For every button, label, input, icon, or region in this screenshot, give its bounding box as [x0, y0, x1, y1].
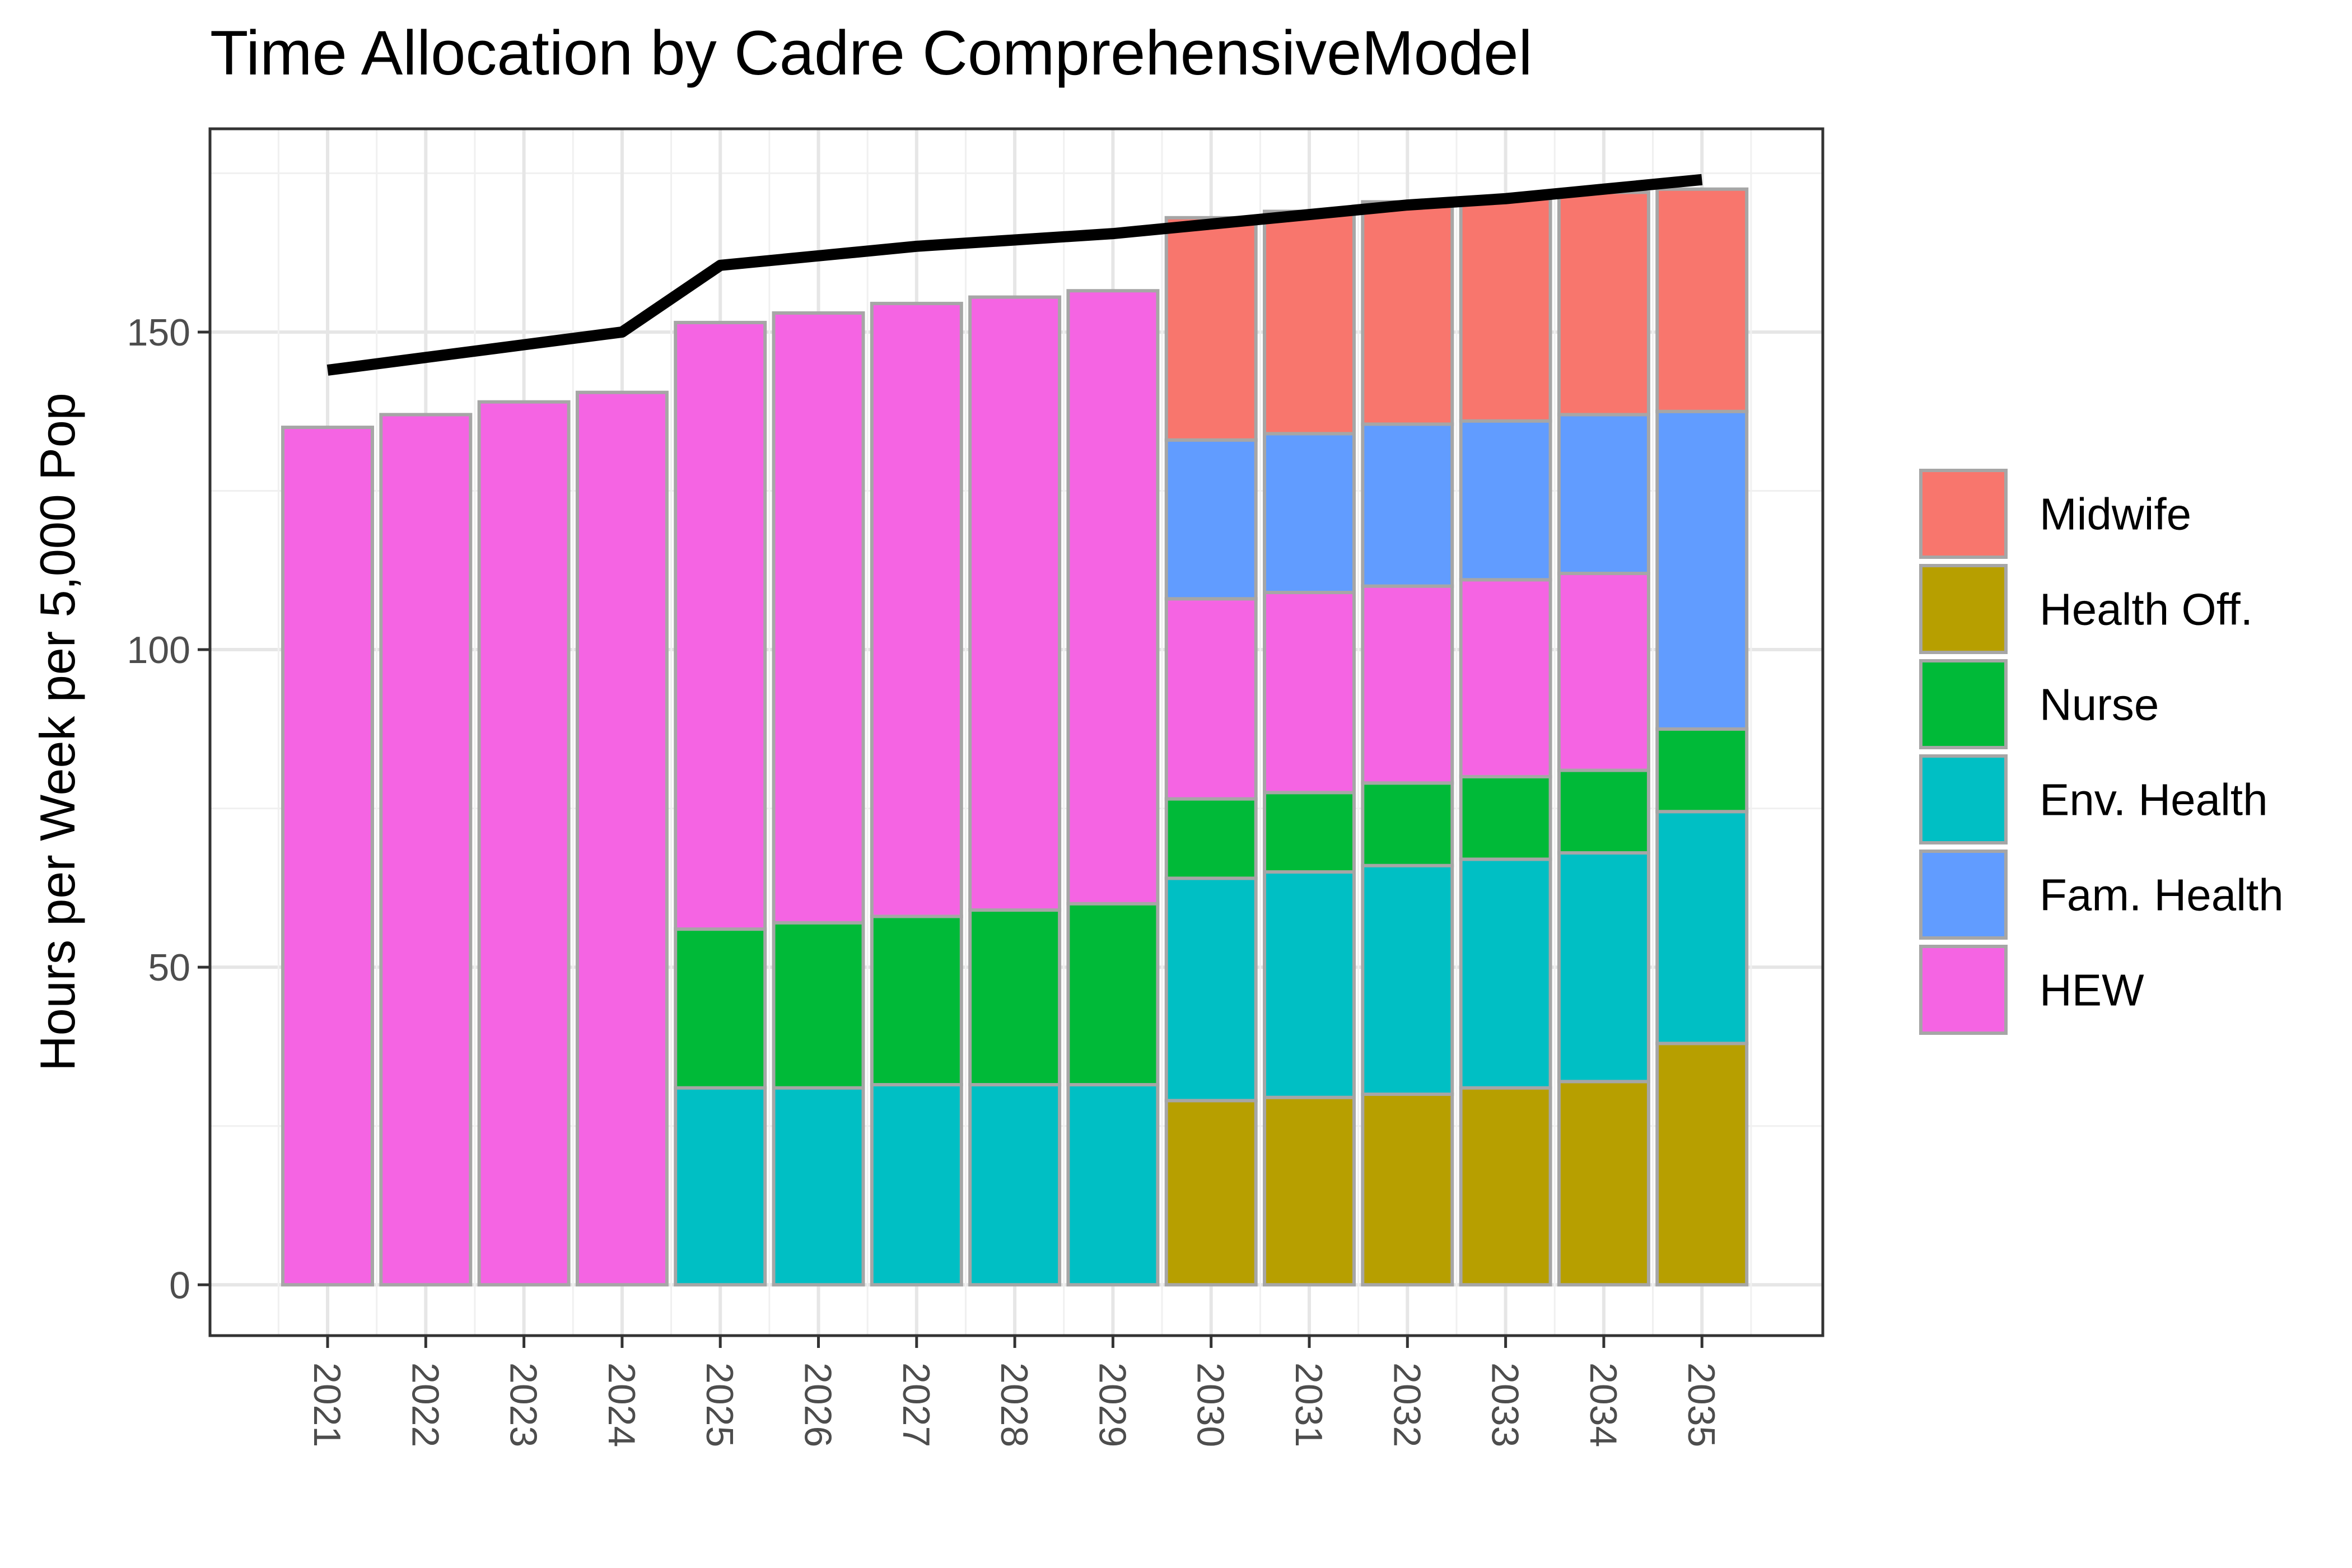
bar-segment-env-health-2026	[772, 1086, 865, 1287]
bar-segment-env-health-2032	[1361, 864, 1454, 1096]
bar-segment-fam-health-2031	[1263, 432, 1356, 594]
bar-segment-nurse-2032	[1361, 781, 1454, 867]
legend-key-nurse	[1919, 659, 2008, 749]
legend-label: Fam. Health	[2040, 870, 2284, 920]
bar-segment-env-health-2033	[1459, 857, 1552, 1090]
bar-segment-nurse-2030	[1164, 797, 1258, 880]
x-tick-label: 2027	[895, 1362, 937, 1447]
y-tick-label: 100	[127, 629, 190, 671]
bar-segment-midwife-2034	[1557, 190, 1650, 417]
x-axis: 2021 2022 2023 2024 2025 2026 2027 2028 2029 2030…	[306, 1336, 1723, 1447]
bar-segment-nurse-2031	[1263, 791, 1356, 874]
x-tick-label: 2029	[1091, 1362, 1133, 1447]
x-tick-label: 2031	[1287, 1362, 1330, 1447]
bar-segment-health-off-2030	[1164, 1099, 1258, 1287]
x-tick-label: 2023	[502, 1362, 545, 1447]
bar-segment-hew-2029	[1066, 289, 1160, 906]
x-tick-label: 2028	[993, 1362, 1035, 1447]
bar-segment-env-health-2030	[1164, 876, 1258, 1103]
bar-segment-nurse-2033	[1459, 774, 1552, 861]
bar-segment-hew-2027	[870, 301, 963, 918]
legend-key-midwife	[1919, 469, 2008, 559]
bar-segment-fam-health-2035	[1655, 409, 1749, 731]
bar-segment-hew-2033	[1459, 578, 1552, 778]
bar-segment-hew-2021	[281, 426, 374, 1287]
y-axis-label: Hours per Week per 5,000 Pop	[30, 393, 85, 1071]
x-tick-label: 2033	[1484, 1362, 1527, 1447]
bar-segment-nurse-2027	[870, 914, 963, 1086]
chart-title: Time Allocation by Cadre ComprehensiveMo…	[210, 18, 1532, 88]
bar-segment-hew-2031	[1263, 590, 1356, 795]
bar-segment-nurse-2029	[1066, 902, 1160, 1086]
x-tick-label: 2030	[1189, 1362, 1232, 1447]
x-tick-label: 2035	[1680, 1362, 1723, 1447]
bar-segment-health-off-2034	[1557, 1080, 1650, 1287]
bar-segment-hew-2023	[477, 400, 571, 1287]
bar-segment-health-off-2031	[1263, 1095, 1356, 1287]
bar-segment-env-health-2028	[968, 1082, 1062, 1287]
bar-segment-fam-health-2033	[1459, 419, 1552, 582]
y-tick-label: 0	[169, 1264, 190, 1306]
bar-segment-env-health-2035	[1655, 810, 1749, 1046]
bar-segment-midwife-2030	[1164, 216, 1258, 442]
x-tick-label: 2025	[698, 1362, 741, 1447]
legend-key-hew	[1919, 945, 2008, 1035]
bar-segment-env-health-2025	[674, 1086, 767, 1287]
bar-segment-env-health-2034	[1557, 851, 1650, 1084]
legend-key-env-health	[1919, 754, 2008, 844]
bar-segment-midwife-2033	[1459, 197, 1552, 423]
bar-segment-nurse-2034	[1557, 768, 1650, 855]
bar-segment-hew-2024	[575, 390, 669, 1287]
legend-label: Midwife	[2040, 489, 2191, 539]
y-axis: 0 50 100 150	[127, 311, 210, 1306]
bar-segment-env-health-2029	[1066, 1082, 1160, 1287]
total-line	[326, 174, 1703, 376]
y-tick-label: 150	[127, 311, 190, 354]
bar-segment-hew-2028	[968, 295, 1062, 912]
bar-segment-nurse-2035	[1655, 727, 1749, 814]
bar-segment-env-health-2031	[1263, 870, 1356, 1099]
bar-segment-midwife-2035	[1655, 187, 1749, 413]
bar-segment-midwife-2031	[1263, 209, 1356, 436]
bar-segment-env-health-2027	[870, 1082, 963, 1287]
bar-segment-fam-health-2034	[1557, 413, 1650, 575]
x-tick-label: 2024	[600, 1362, 643, 1447]
bar-segment-hew-2032	[1361, 584, 1454, 785]
plot-border	[208, 127, 1824, 1337]
bar-segment-health-off-2032	[1361, 1093, 1454, 1287]
bar-segment-hew-2025	[674, 320, 767, 931]
bar-segment-hew-2022	[379, 413, 473, 1287]
legend-label: Nurse	[2040, 680, 2159, 730]
bar-segment-nurse-2028	[968, 908, 1062, 1086]
bar-segment-hew-2026	[772, 311, 865, 925]
bar-segment-health-off-2035	[1655, 1042, 1749, 1287]
bar-segment-nurse-2026	[772, 921, 865, 1090]
bar-segment-fam-health-2032	[1361, 422, 1454, 588]
legend-key-health-off	[1919, 564, 2008, 654]
x-tick-label: 2021	[306, 1362, 348, 1447]
bar-segment-midwife-2032	[1361, 200, 1454, 426]
bar-segment-health-off-2033	[1459, 1086, 1552, 1287]
x-tick-label: 2026	[797, 1362, 839, 1447]
bar-segment-nurse-2025	[674, 927, 767, 1090]
x-tick-label: 2032	[1385, 1362, 1428, 1447]
bar-segment-fam-health-2030	[1164, 438, 1258, 601]
bar-segment-hew-2034	[1557, 571, 1650, 772]
legend-label: Health Off.	[2040, 585, 2253, 634]
bars	[281, 187, 1749, 1287]
legend-key-fam-health	[1919, 850, 2008, 940]
y-tick-label: 50	[148, 946, 190, 989]
legend: Midwife Health Off. Nurse Env. Health Fam. H…	[1919, 469, 2284, 1035]
bar-segment-hew-2030	[1164, 597, 1258, 801]
legend-label: HEW	[2040, 965, 2144, 1015]
x-tick-label: 2022	[404, 1362, 446, 1447]
x-tick-label: 2034	[1582, 1362, 1625, 1447]
legend-label: Env. Health	[2040, 775, 2268, 825]
